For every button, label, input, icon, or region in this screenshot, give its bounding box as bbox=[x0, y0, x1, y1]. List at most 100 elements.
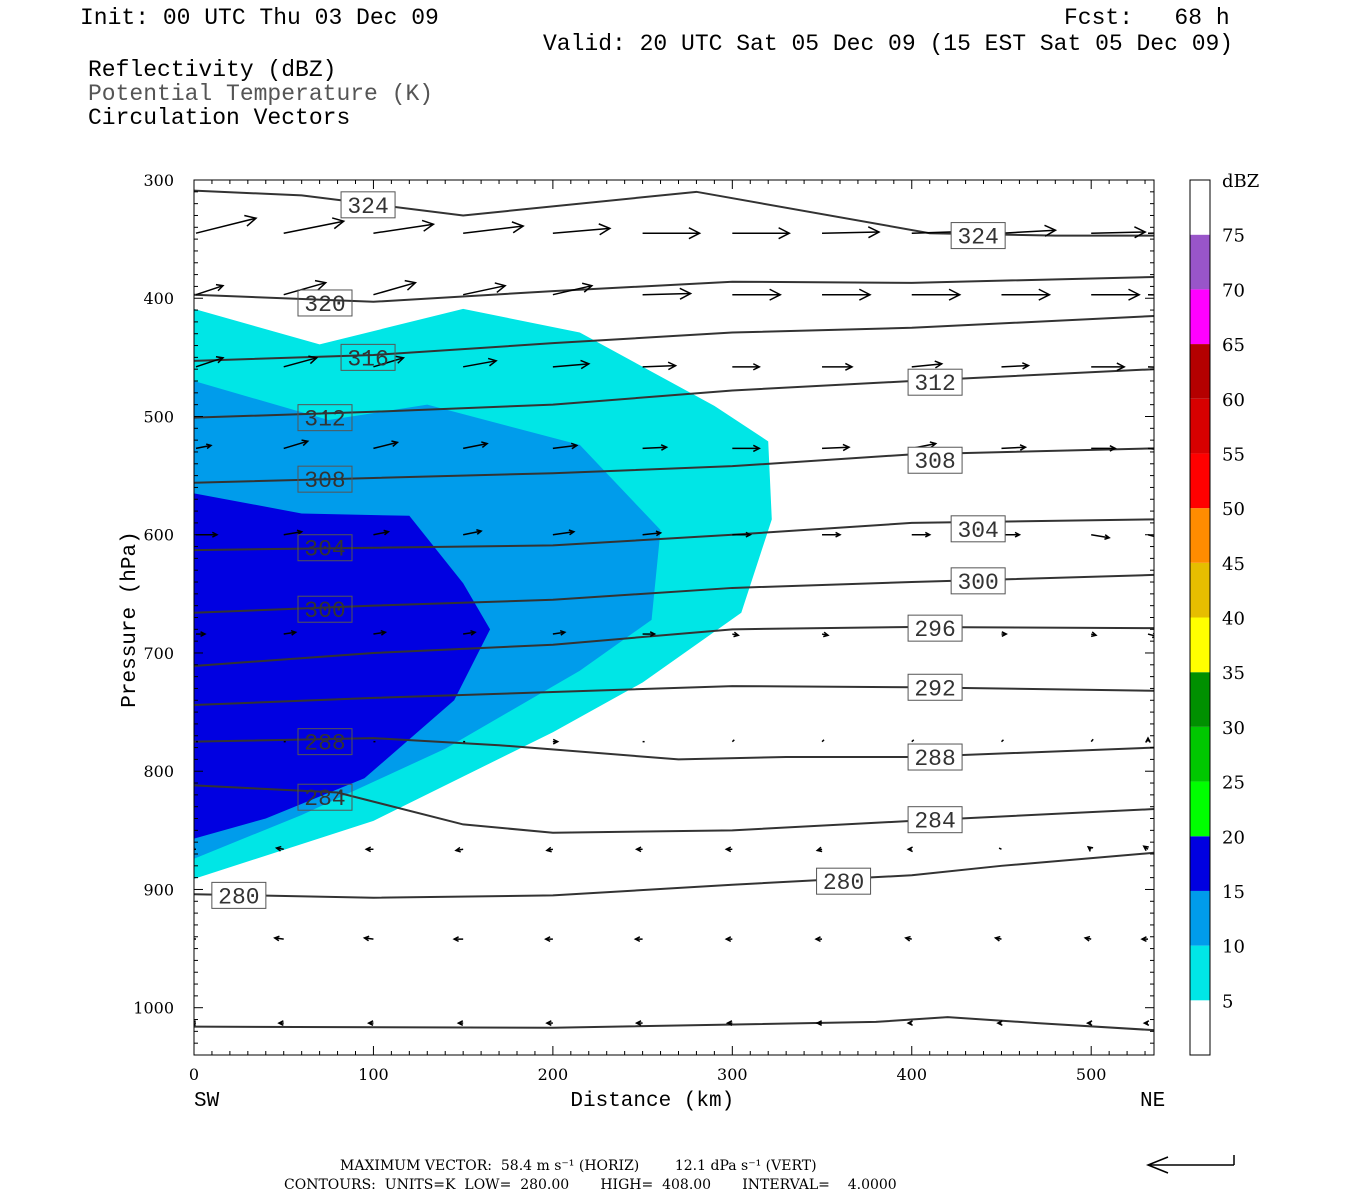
contour-label-text: 284 bbox=[914, 809, 955, 835]
vector-arrow bbox=[283, 529, 304, 536]
vector-arrow bbox=[1090, 631, 1098, 638]
vector-arrow bbox=[1001, 631, 1008, 637]
vector-shaft bbox=[1091, 231, 1146, 234]
vector-shaft bbox=[463, 284, 506, 296]
vector-head bbox=[1022, 362, 1031, 370]
contour-label: 280 bbox=[211, 881, 267, 910]
contour-line bbox=[194, 314, 1154, 362]
vector-head bbox=[842, 443, 851, 452]
vector-shaft bbox=[373, 631, 386, 635]
vector-head bbox=[1038, 288, 1052, 301]
colorbar-swatch bbox=[1190, 672, 1210, 727]
vector-arrow bbox=[822, 362, 854, 371]
vector-arrow bbox=[725, 1020, 733, 1027]
vector-head bbox=[487, 357, 498, 367]
vector-head bbox=[1134, 226, 1147, 239]
vector-arrow bbox=[373, 219, 436, 234]
vector-head bbox=[906, 846, 913, 853]
vector-shaft bbox=[1090, 738, 1094, 743]
contour-label-text: 320 bbox=[304, 292, 345, 318]
colorbar-tick-label: 75 bbox=[1222, 226, 1245, 247]
contour-label-box bbox=[950, 567, 1006, 595]
vector-head bbox=[733, 631, 740, 638]
contour-labels: 3243243203163123123083083043043003002962… bbox=[211, 191, 1006, 910]
vector-head bbox=[383, 529, 391, 536]
vector-arrow bbox=[1000, 739, 1004, 743]
contour-label: 320 bbox=[297, 289, 353, 318]
contour-label-text: 300 bbox=[957, 570, 998, 596]
vector-shaft bbox=[194, 938, 197, 940]
vector-head bbox=[598, 223, 612, 236]
vector-head bbox=[215, 356, 225, 364]
contour-label-box bbox=[907, 614, 963, 642]
contour-label: 300 bbox=[297, 595, 353, 624]
vector-arrow bbox=[452, 936, 464, 943]
vector-arrow bbox=[822, 288, 872, 301]
colorbar-swatch bbox=[1190, 836, 1210, 891]
vector-arrow bbox=[732, 531, 752, 538]
colorbar-tick-label: 40 bbox=[1222, 609, 1245, 630]
contour-label-text: 324 bbox=[347, 194, 388, 220]
vector-head bbox=[752, 444, 761, 453]
vector-arrow bbox=[815, 1020, 823, 1027]
vector-arrow bbox=[283, 629, 298, 636]
vector-head bbox=[660, 444, 669, 451]
vector-shaft bbox=[1091, 533, 1110, 539]
vector-arrow bbox=[732, 444, 761, 453]
vector-head bbox=[906, 1020, 913, 1027]
vector-shaft bbox=[821, 739, 825, 743]
vector-head bbox=[724, 936, 732, 943]
vector-shaft bbox=[373, 223, 434, 234]
contour-label-text: 300 bbox=[304, 598, 345, 624]
colorbar-swatch bbox=[1190, 617, 1210, 673]
vector-head bbox=[1083, 935, 1091, 942]
vector-arrow bbox=[373, 629, 388, 636]
vector-head bbox=[296, 529, 304, 536]
vector-shaft bbox=[998, 847, 1002, 850]
vector-arrow bbox=[1147, 632, 1154, 639]
vector-head bbox=[215, 283, 225, 292]
vector-arrow bbox=[732, 288, 782, 301]
vector-head bbox=[552, 738, 560, 745]
colorbar-tick-label: 25 bbox=[1222, 773, 1245, 794]
y-tick-label: 400 bbox=[143, 289, 174, 308]
vector-arrow bbox=[463, 357, 498, 368]
vector-head bbox=[1142, 845, 1149, 852]
contour-label-box bbox=[816, 867, 872, 895]
contour-label-text: 316 bbox=[347, 346, 388, 372]
contour-label: 296 bbox=[907, 614, 963, 643]
vector-arrow bbox=[1145, 736, 1151, 743]
vector-arrow bbox=[366, 1020, 374, 1027]
vector-shaft bbox=[642, 532, 661, 536]
vector-arrow bbox=[732, 227, 791, 240]
vector-head bbox=[993, 935, 1001, 942]
x-tick-label: 300 bbox=[717, 1065, 748, 1084]
vector-arrow bbox=[911, 531, 932, 538]
colorbar-tick-label: 45 bbox=[1222, 554, 1245, 575]
colorbar-swatch bbox=[1190, 726, 1210, 782]
vector-shaft bbox=[1000, 739, 1004, 743]
contour-label-box bbox=[297, 404, 353, 432]
contour-label: 280 bbox=[816, 867, 872, 896]
y-tick-label: 300 bbox=[143, 171, 174, 190]
contour-label: 312 bbox=[907, 368, 963, 397]
vector-shaft bbox=[283, 220, 344, 234]
x-end-label-left: SW bbox=[194, 1090, 220, 1113]
vector-shaft bbox=[1147, 366, 1154, 368]
vector-arrow bbox=[1091, 226, 1147, 239]
vector-arrow bbox=[463, 441, 489, 450]
vector-head bbox=[187, 936, 192, 941]
vector-arrow bbox=[373, 279, 418, 296]
vector-head bbox=[481, 441, 489, 448]
contour-label: 308 bbox=[297, 465, 353, 494]
vector-arrow bbox=[195, 356, 225, 368]
vector-arrow bbox=[642, 631, 657, 637]
vector-head bbox=[1140, 936, 1147, 943]
vector-arrow bbox=[731, 739, 735, 743]
contour-line bbox=[194, 275, 1154, 303]
contour-label-box bbox=[907, 673, 963, 701]
vector-arrow bbox=[1091, 445, 1117, 452]
vector-head bbox=[205, 443, 213, 450]
vector-head bbox=[1001, 631, 1008, 637]
vector-head bbox=[649, 631, 657, 637]
